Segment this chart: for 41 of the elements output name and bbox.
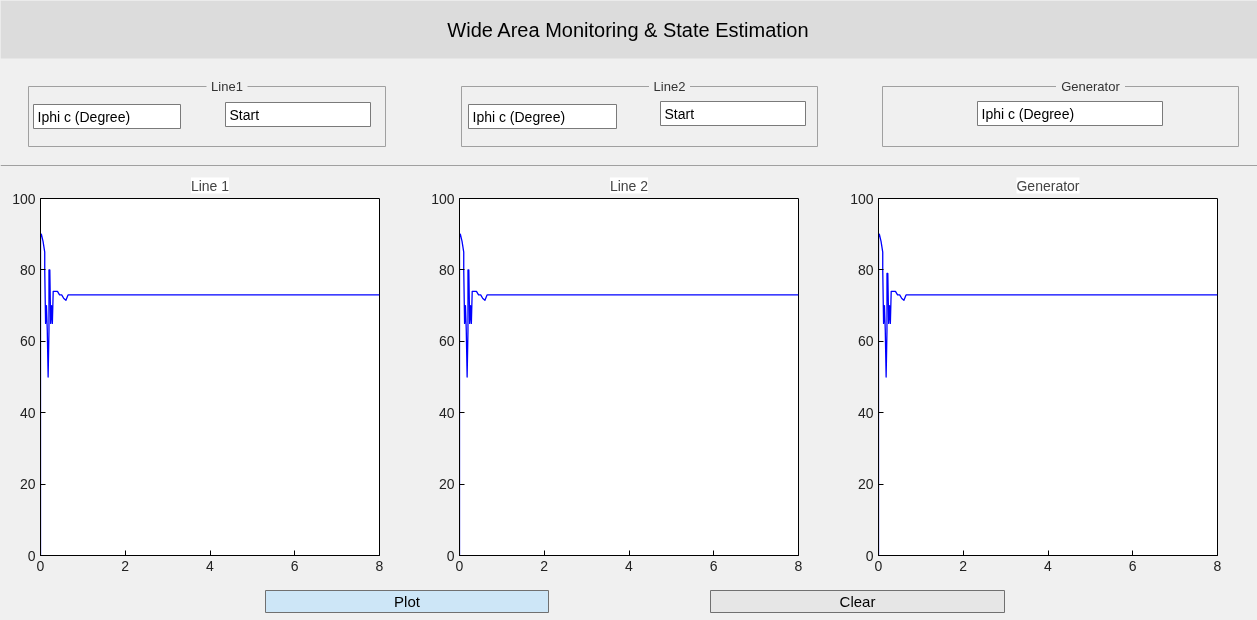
- x-tick-label: 4: [206, 557, 215, 574]
- x-tick-label: 2: [959, 557, 968, 574]
- chart-title: Generator: [1016, 177, 1080, 194]
- text: Line1: [211, 79, 243, 94]
- y-tick-label: 60: [857, 333, 874, 350]
- x-tick-label: 2: [540, 557, 549, 574]
- text: Iphi c (Degree): [472, 108, 566, 125]
- text: Line2: [653, 79, 686, 94]
- y-tick-label: 100: [850, 190, 874, 207]
- y-tick-label: 20: [438, 476, 455, 493]
- text: Iphi c (Degree): [981, 105, 1075, 122]
- x-tick-label: 8: [794, 557, 803, 574]
- y-tick-label: 40: [19, 404, 36, 421]
- x-tick-label: 4: [1044, 557, 1053, 574]
- y-tick-label: 100: [12, 190, 36, 207]
- chart-title: Line 1: [190, 177, 230, 194]
- y-tick-label: 80: [438, 261, 455, 278]
- x-tick-label: 8: [1213, 557, 1222, 574]
- text: Start: [229, 106, 260, 123]
- text: Plot: [394, 593, 421, 610]
- y-tick-label: 20: [19, 476, 36, 493]
- chart-title: Line 2: [609, 177, 649, 194]
- y-tick-label: 60: [438, 333, 455, 350]
- x-tick-label: 8: [375, 557, 384, 574]
- x-tick-label: 6: [1128, 557, 1137, 574]
- y-tick-label: 40: [438, 404, 455, 421]
- x-tick-label: 6: [709, 557, 718, 574]
- y-tick-label: 20: [857, 476, 874, 493]
- text: Iphi c (Degree): [37, 108, 131, 125]
- y-tick-label: 60: [19, 333, 36, 350]
- y-tick-label: 80: [19, 261, 36, 278]
- x-tick-label: 4: [625, 557, 634, 574]
- y-tick-label: 80: [857, 261, 874, 278]
- text: Clear: [839, 593, 876, 610]
- y-tick-label: 100: [431, 190, 455, 207]
- y-tick-label: 40: [857, 404, 874, 421]
- text: Generator: [1061, 79, 1121, 94]
- x-tick-label: 2: [121, 557, 130, 574]
- text: Wide Area Monitoring & State Estimation: [447, 18, 809, 41]
- x-tick-label: 6: [290, 557, 299, 574]
- text: Start: [664, 105, 695, 122]
